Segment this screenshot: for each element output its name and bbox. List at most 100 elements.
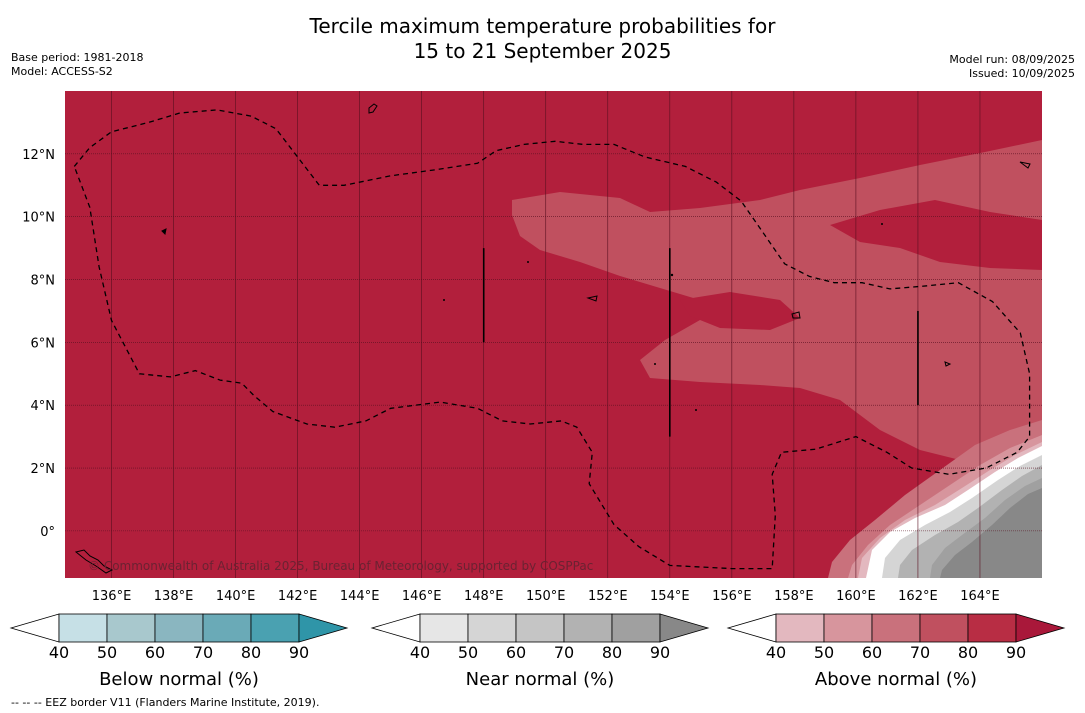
colorbar-tick-label: 60 — [145, 643, 165, 662]
lat-tick-label: 4°N — [31, 399, 56, 414]
colorbar-tick-label: 70 — [193, 643, 213, 662]
eez-footnote: -- -- -- EEZ border V11 (Flanders Marine… — [11, 696, 320, 709]
colorbar-segment — [419, 613, 469, 643]
colorbar-tick-label: 60 — [862, 643, 882, 662]
island — [670, 273, 674, 277]
island-outlines — [74, 103, 1031, 574]
colorbar-segment — [106, 613, 156, 643]
lat-tick-label: 10°N — [22, 211, 55, 226]
latitude-labels: 12°N 10°N 8°N 6°N 4°N 2°N 0° — [22, 148, 55, 540]
title-line-2: 15 to 21 September 2025 — [413, 39, 672, 63]
colorbar-tick-label: 40 — [766, 643, 786, 662]
colorbar-title: Below normal (%) — [99, 669, 259, 690]
colorbar-tick-label: 90 — [289, 643, 309, 662]
island — [791, 311, 801, 319]
lat-tick-label: 8°N — [31, 274, 56, 289]
island — [586, 295, 598, 302]
above-normal-80-patch-2 — [680, 292, 800, 330]
colorbar-3: 40 50 60 70 80 90 Above normal (%) — [726, 613, 1066, 690]
lon-tick-label: 142°E — [278, 589, 318, 604]
colorbar-tick-label: 60 — [506, 643, 526, 662]
colorbar-segment — [967, 613, 1017, 643]
island — [443, 299, 445, 301]
lon-tick-label: 154°E — [650, 589, 690, 604]
lon-tick-label: 148°E — [464, 589, 504, 604]
colorbar-low-arrow — [726, 613, 777, 643]
colorbar-title: Above normal (%) — [815, 669, 977, 690]
lat-tick-label: 6°N — [31, 336, 56, 351]
right-metadata: Model run: 08/09/2025 Issued: 10/09/2025 — [949, 53, 1075, 81]
colorbar-low-arrow — [370, 613, 421, 643]
copyright-text: © Commonwealth of Australia 2025, Bureau… — [88, 559, 593, 573]
near-normal-70-region — [940, 488, 1042, 578]
colorbar-segment — [202, 613, 252, 643]
colorbar-low-arrow — [9, 613, 60, 643]
colorbar-tick-label: 50 — [814, 643, 834, 662]
colorbar-segment — [611, 613, 661, 643]
colorbar-tick-label: 40 — [49, 643, 69, 662]
lon-tick-label: 146°E — [402, 589, 442, 604]
lon-tick-label: 138°E — [154, 589, 194, 604]
lat-tick-label: 0° — [40, 525, 55, 540]
colorbar-tick-label: 80 — [602, 643, 622, 662]
island — [944, 361, 952, 367]
lat-tick-label: 2°N — [31, 462, 56, 477]
lon-tick-label: 150°E — [526, 589, 566, 604]
colorbar-segment — [467, 613, 517, 643]
colorbar-segment — [250, 613, 300, 643]
island — [1019, 161, 1031, 169]
lon-tick-label: 160°E — [836, 589, 876, 604]
base-period: Base period: 1981-2018 — [11, 51, 144, 64]
lon-tick-label: 164°E — [960, 589, 1000, 604]
island — [654, 363, 656, 365]
colorbar-high-arrow — [659, 613, 710, 643]
map-title: Tercile maximum temperature probabilitie… — [0, 14, 1085, 64]
above-normal-80-patch-1 — [830, 200, 1042, 270]
probability-shading — [512, 140, 1042, 578]
map-area: © Commonwealth of Australia 2025, Bureau… — [65, 91, 1042, 578]
island — [74, 549, 114, 574]
island — [527, 261, 529, 263]
colorbar-segment — [58, 613, 108, 643]
colorbar-tick-label: 40 — [410, 643, 430, 662]
model-name: Model: ACCESS-S2 — [11, 65, 113, 78]
lon-tick-label: 156°E — [712, 589, 752, 604]
lon-tick-label: 136°E — [92, 589, 132, 604]
graticule — [65, 91, 1042, 578]
colorbar-tick-label: 90 — [650, 643, 670, 662]
colorbar-segment — [515, 613, 565, 643]
island — [368, 103, 378, 114]
colorbar-tick-label: 80 — [958, 643, 978, 662]
lon-tick-label: 144°E — [340, 589, 380, 604]
model-run: Model run: 08/09/2025 — [949, 53, 1075, 66]
boundary-lines — [482, 248, 919, 437]
colorbar-title: Near normal (%) — [466, 669, 615, 690]
colorbar-segment — [563, 613, 613, 643]
colorbar-tick-label: 80 — [241, 643, 261, 662]
colorbar-segment — [154, 613, 204, 643]
issued-date: Issued: 10/09/2025 — [968, 67, 1075, 80]
colorbar-tick-label: 90 — [1006, 643, 1026, 662]
colorbars: 40 50 60 70 80 90 Below normal (%) 40 50 60 70 80 90… — [9, 613, 1066, 690]
island — [695, 409, 697, 411]
colorbar-high-arrow — [298, 613, 349, 643]
colorbar-segment — [919, 613, 969, 643]
lon-tick-label: 162°E — [898, 589, 938, 604]
left-metadata: Base period: 1981-2018 Model: ACCESS-S2 — [11, 51, 143, 79]
island — [161, 228, 167, 236]
colorbar-segment — [775, 613, 825, 643]
lat-tick-label: 12°N — [22, 148, 55, 163]
colorbar-high-arrow — [1015, 613, 1066, 643]
eez-border-line — [73, 109, 1031, 570]
colorbar-2: 40 50 60 70 80 90 Near normal (%) — [370, 613, 710, 690]
colorbar-tick-label: 70 — [910, 643, 930, 662]
lon-tick-label: 140°E — [216, 589, 256, 604]
title-line-1: Tercile maximum temperature probabilitie… — [309, 14, 776, 38]
longitude-labels: 136°E 138°E 140°E 142°E 144°E 146°E 148°E 150°E… — [92, 589, 1000, 604]
colorbar-tick-label: 50 — [458, 643, 478, 662]
colorbar-segment — [823, 613, 873, 643]
colorbar-tick-label: 50 — [97, 643, 117, 662]
colorbar-tick-label: 70 — [554, 643, 574, 662]
lon-tick-label: 158°E — [774, 589, 814, 604]
